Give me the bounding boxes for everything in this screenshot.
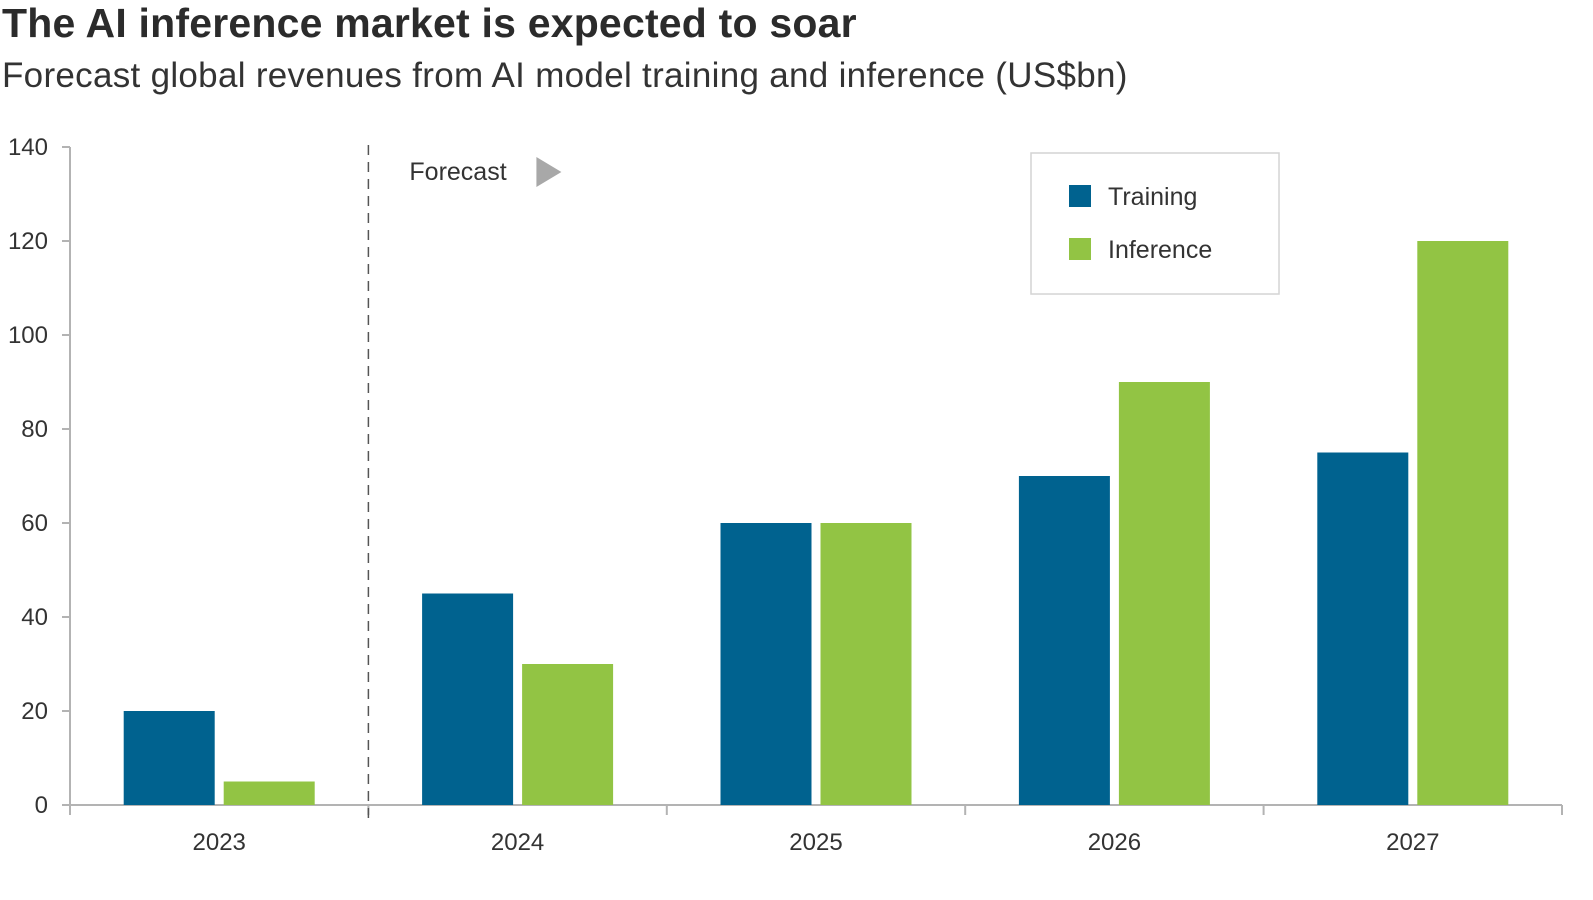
bar-inference-2025 — [820, 523, 912, 805]
chart-axes: 0 20 40 60 80 100 120 140 2023 2024 2025 2026 2027 — [8, 134, 1563, 856]
bar-inference-2026 — [1118, 382, 1210, 805]
legend-swatch-training — [1069, 185, 1091, 207]
y-tick-label: 120 — [8, 228, 48, 255]
x-tick-label: 2027 — [1386, 829, 1439, 856]
bar-inference-2023 — [223, 781, 315, 805]
forecast-label: Forecast — [409, 158, 506, 186]
y-tick-label: 60 — [21, 510, 48, 537]
legend-swatch-inference — [1069, 238, 1091, 260]
x-tick-label: 2026 — [1088, 829, 1141, 856]
y-tick-label: 20 — [21, 698, 48, 725]
forecast-annotation: Forecast — [409, 157, 562, 187]
bar-training-2026 — [1018, 476, 1110, 805]
right-triangle-icon — [536, 157, 562, 187]
chart-bars — [123, 241, 1509, 805]
x-tick-label: 2023 — [193, 829, 246, 856]
bar-training-2024 — [422, 593, 514, 805]
y-tick-label: 140 — [8, 134, 48, 161]
chart-subtitle: Forecast global revenues from AI model t… — [2, 56, 1128, 95]
legend-label-training: Training — [1108, 183, 1197, 211]
x-tick-label: 2024 — [491, 829, 544, 856]
bar-training-2023 — [123, 711, 215, 805]
chart-legend: Training Inference — [1030, 152, 1280, 295]
legend-label-inference: Inference — [1108, 236, 1212, 264]
legend-box — [1030, 152, 1280, 295]
bar-training-2027 — [1317, 452, 1409, 805]
bar-training-2025 — [720, 523, 812, 805]
y-tick-label: 0 — [35, 792, 48, 819]
chart-title: The AI inference market is expected to s… — [2, 0, 857, 46]
y-tick-label: 80 — [21, 416, 48, 443]
y-tick-label: 40 — [21, 604, 48, 631]
bar-inference-2027 — [1417, 241, 1509, 805]
y-tick-label: 100 — [8, 322, 48, 349]
x-tick-label: 2025 — [789, 829, 842, 856]
bar-inference-2024 — [522, 664, 614, 805]
